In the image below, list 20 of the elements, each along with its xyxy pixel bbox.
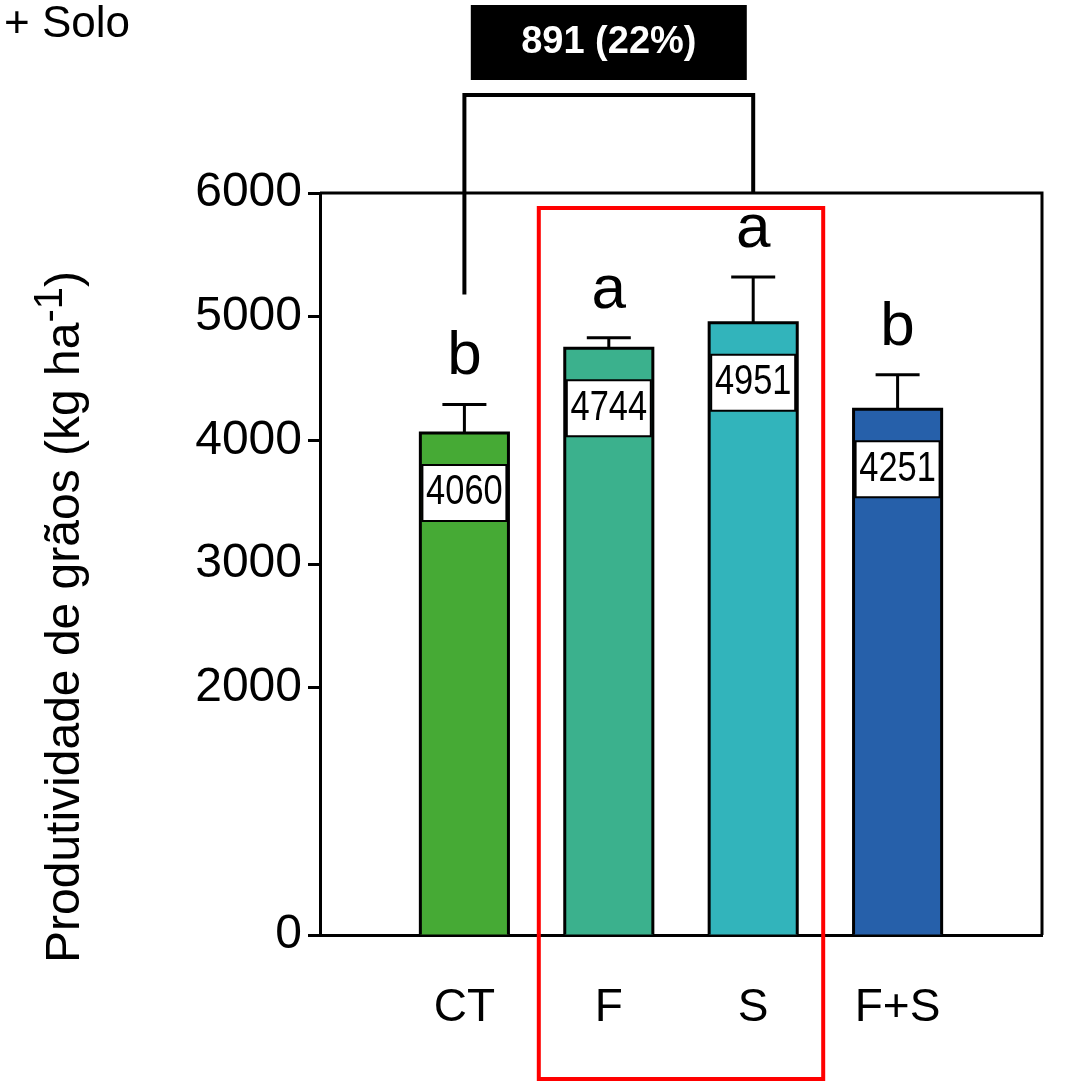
y-tick-label: 5000	[195, 286, 302, 340]
annotation: b	[880, 288, 915, 358]
y-tick-label: 0	[275, 905, 302, 959]
data-label: 4251	[859, 442, 936, 490]
y-tick-label: 3000	[195, 534, 302, 588]
data-label: 4951	[714, 356, 792, 404]
y-tick-label: 6000	[195, 163, 302, 217]
chart-title: + Solo	[4, 0, 130, 46]
x-tick-label: F	[594, 979, 623, 1032]
x-tick-label: CT	[433, 979, 496, 1032]
annotation: b	[447, 318, 482, 388]
annotation: a	[735, 190, 771, 260]
text: 891 (22%)	[521, 19, 697, 62]
y-tick-label: 2000	[195, 657, 302, 711]
y-tick-label: 4000	[195, 410, 302, 464]
data-label: 4060	[426, 466, 503, 514]
x-tick-label: F+S	[854, 979, 941, 1032]
x-tick-label: S	[737, 979, 769, 1032]
data-label: 4744	[570, 381, 648, 429]
annotation: a	[591, 251, 627, 321]
